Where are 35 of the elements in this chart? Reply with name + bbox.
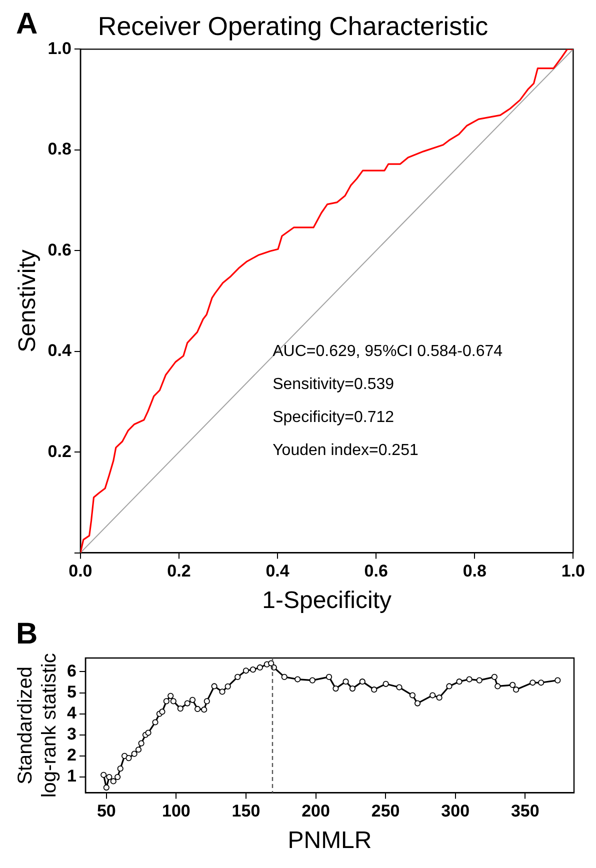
y-tick-label: 3 [66, 724, 76, 744]
y-tick-label: 0.4 [48, 341, 72, 360]
y-tick-label: 1.0 [48, 38, 72, 58]
x-tick-label: 0.0 [68, 562, 92, 581]
text: A [16, 7, 38, 40]
x-tick-label: 0.4 [266, 562, 290, 581]
x-tick-label: 0.8 [462, 562, 486, 581]
x-axis-title: PNMLR [288, 827, 372, 854]
y-tick-label: 5 [66, 682, 76, 702]
x-tick-label: 100 [162, 802, 190, 821]
chart-title: Receiver Operating Characteristic [98, 10, 488, 41]
x-tick-label: 200 [302, 802, 330, 821]
x-axis-title: 1-Specificity [262, 587, 392, 614]
y-tick-label: 6 [66, 661, 76, 680]
x-tick-label: 1.0 [561, 562, 586, 581]
x-tick-label: 350 [510, 802, 540, 821]
y-tick-label: 2 [66, 746, 76, 765]
x-tick-label: 0.2 [167, 562, 191, 581]
annotation: Sensitivity=0.539 [272, 376, 394, 393]
y-axis-title: Standardized log-rank statistic [14, 653, 61, 798]
x-tick-label: 0.6 [364, 562, 388, 581]
annotation: AUC=0.629, 95%CI 0.584-0.674 [272, 342, 503, 360]
x-tick-label: 250 [371, 802, 400, 821]
y-tick-label: 0.8 [48, 140, 72, 159]
y-axis-title: Senstivity [14, 250, 42, 352]
x-tick-label: 300 [441, 802, 470, 821]
y-tick-label: 4 [66, 704, 77, 723]
x-tick-label: 50 [96, 802, 116, 821]
y-tick-label: 1 [66, 766, 76, 786]
x-tick-label: 150 [232, 802, 260, 821]
annotation: Youden index=0.251 [272, 442, 418, 459]
annotation: Specificity=0.712 [272, 408, 394, 426]
y-tick-label: 0.6 [48, 240, 72, 260]
y-tick-label: 0.2 [48, 442, 72, 461]
text: B [16, 617, 38, 650]
